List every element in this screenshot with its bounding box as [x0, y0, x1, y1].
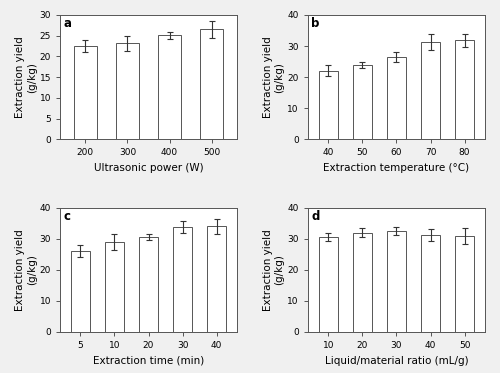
- Y-axis label: Extraction yield
(g/kg): Extraction yield (g/kg): [263, 229, 284, 311]
- Bar: [173, 227, 192, 332]
- Text: d: d: [312, 210, 320, 223]
- Bar: [455, 236, 474, 332]
- Bar: [139, 237, 158, 332]
- Y-axis label: Extraction yield
(g/kg): Extraction yield (g/kg): [263, 36, 284, 118]
- X-axis label: Extraction time (min): Extraction time (min): [93, 355, 204, 366]
- Bar: [319, 71, 338, 139]
- Y-axis label: Extraction yield
(g/kg): Extraction yield (g/kg): [15, 229, 36, 311]
- Text: b: b: [312, 18, 320, 31]
- X-axis label: Extraction temperature (°C): Extraction temperature (°C): [324, 163, 470, 173]
- Bar: [319, 237, 338, 332]
- Bar: [74, 46, 97, 139]
- Bar: [158, 35, 181, 139]
- Bar: [353, 232, 372, 332]
- Bar: [421, 42, 440, 139]
- Bar: [353, 65, 372, 139]
- X-axis label: Ultrasonic power (W): Ultrasonic power (W): [94, 163, 204, 173]
- Y-axis label: Extraction yield
(g/kg): Extraction yield (g/kg): [15, 36, 36, 118]
- X-axis label: Liquid/material ratio (mL/g): Liquid/material ratio (mL/g): [324, 355, 468, 366]
- Bar: [208, 226, 226, 332]
- Bar: [387, 231, 406, 332]
- Bar: [116, 43, 139, 139]
- Bar: [421, 235, 440, 332]
- Bar: [200, 29, 224, 139]
- Bar: [71, 251, 90, 332]
- Bar: [455, 40, 474, 139]
- Text: a: a: [64, 18, 72, 31]
- Text: c: c: [64, 210, 70, 223]
- Bar: [105, 242, 124, 332]
- Bar: [387, 57, 406, 139]
